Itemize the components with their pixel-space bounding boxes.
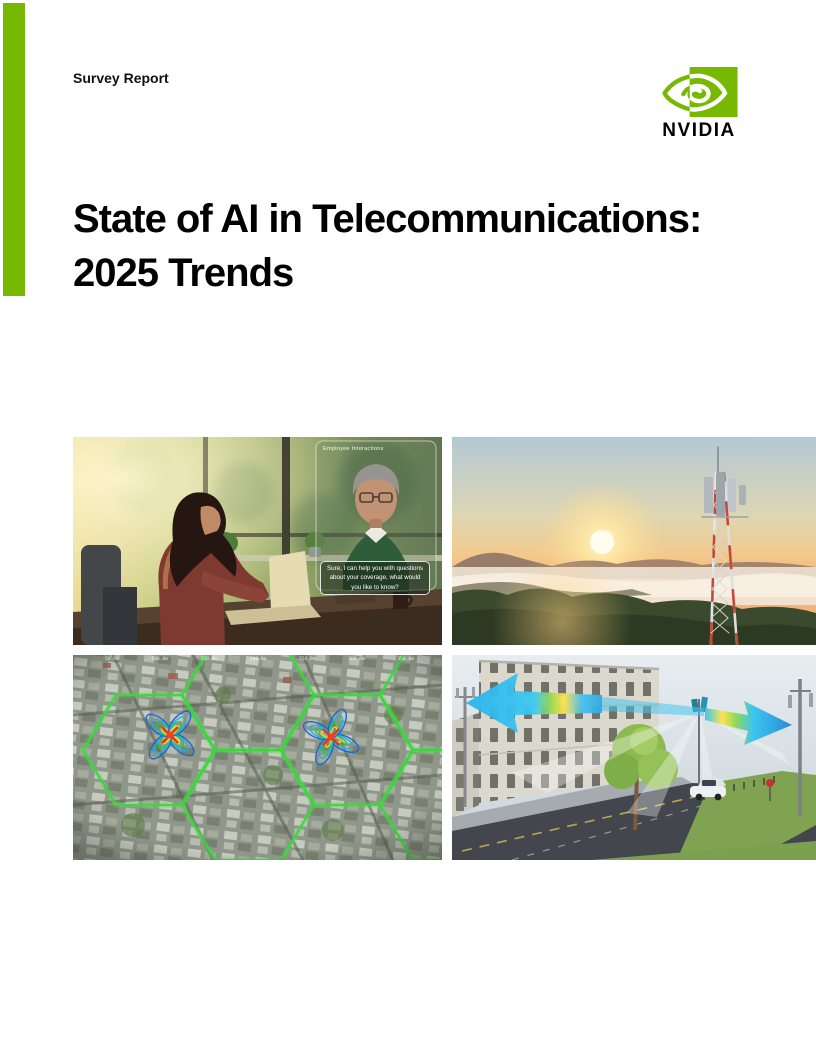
distance-label: 350.0m (397, 657, 414, 662)
woman-silhouette (158, 492, 269, 645)
cell-tower (701, 446, 749, 645)
distance-label: 100.0m (151, 657, 169, 662)
title-line-2: 2025 Trends (73, 251, 294, 295)
figure-grid: Employee Interactions Sure, I can help y… (73, 437, 816, 860)
car (690, 778, 726, 801)
distance-label: 50.0m (105, 657, 119, 662)
report-type-label: Survey Report (73, 70, 169, 86)
beam-arrow-left (466, 673, 602, 733)
laptop (225, 551, 321, 625)
sunrise-tower-illustration (452, 437, 816, 645)
rf-ray-fan (512, 713, 790, 817)
brand-accent-bar (3, 3, 25, 296)
figure-sunrise-tower (452, 437, 816, 645)
coffee-mug (393, 592, 413, 609)
distance-label: 200.0m (249, 657, 267, 662)
utility-pole-right (788, 679, 813, 817)
office-chair (81, 545, 137, 645)
page-title: State of AI in Telecommunications: 2025 … (73, 192, 773, 300)
distance-scale-labels: 50.0m 100.0m 150.0m 200.0m 250.0m 300.0m… (73, 657, 442, 662)
distance-label: 150.0m (200, 657, 218, 662)
nvidia-eye-icon (662, 67, 738, 117)
office-avatar-illustration (73, 437, 442, 645)
coverage-map-illustration (73, 655, 442, 860)
title-line-1: State of AI in Telecommunications: (73, 197, 702, 241)
distance-label: 250.0m (298, 657, 316, 662)
avatar-panel-label: Employee Interactions (323, 446, 384, 452)
sun (590, 530, 614, 554)
sidewalk (452, 777, 692, 831)
antenna-panels (704, 472, 746, 516)
figure-coverage-map: 50.0m 100.0m 150.0m 200.0m 250.0m 300.0m… (73, 655, 442, 860)
avatar-caption-bubble: Sure, I can help you with questions abou… (320, 561, 430, 595)
stop-sign (766, 779, 774, 801)
beam-simulation-illustration (452, 655, 816, 860)
figure-office-avatar: Employee Interactions Sure, I can help y… (73, 437, 442, 645)
nvidia-logo: NVIDIA (652, 67, 746, 142)
nvidia-wordmark: NVIDIA (662, 120, 736, 141)
beam-arrow-right (705, 701, 792, 745)
figure-beam-simulation (452, 655, 816, 860)
distance-label: 300.0m (348, 657, 365, 662)
utility-pole-left (455, 687, 476, 807)
tree (604, 724, 678, 831)
